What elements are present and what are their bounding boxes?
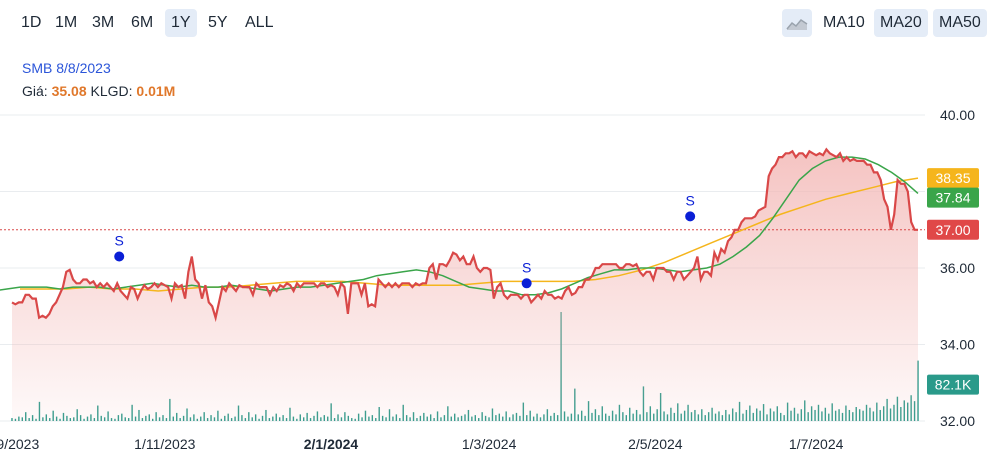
x-tick-label: 1/11/2023 xyxy=(134,436,195,452)
ma20-button[interactable]: MA20 xyxy=(874,9,928,37)
price-badge xyxy=(927,187,979,208)
ticker-date-label: SMB 8/8/2023 xyxy=(22,60,111,76)
ma50-button[interactable]: MA50 xyxy=(933,9,987,37)
range-6m-button[interactable]: 6M xyxy=(131,14,154,31)
price-info-line: Giá: 35.08 KLGD: 0.01M xyxy=(22,83,175,99)
volume-value: 0.01M xyxy=(136,83,176,99)
area-chart-toggle[interactable] xyxy=(782,9,812,37)
area-chart-icon xyxy=(786,19,808,30)
signal-marker xyxy=(114,251,125,262)
ma20-line xyxy=(0,156,919,296)
signal-marker xyxy=(521,278,532,289)
price-badge-label: 37.84 xyxy=(935,190,970,206)
x-tick-label: 1/3/2024 xyxy=(462,436,517,452)
signal-label: S xyxy=(115,233,124,249)
range-1d-button[interactable]: 1D xyxy=(21,14,42,31)
x-tick-label: 5/9/2023 xyxy=(0,436,39,452)
range-1m-button[interactable]: 1M xyxy=(55,14,78,31)
y-tick-label: 40.00 xyxy=(940,107,975,123)
x-tick-label: 1/7/2024 xyxy=(789,436,844,452)
signal-marker xyxy=(685,211,696,222)
price-badge-label: 82.1K xyxy=(935,377,972,393)
range-3m-button[interactable]: 3M xyxy=(92,14,115,31)
price-line xyxy=(11,147,918,323)
toolbar: 1D 1M 3M 6M 1Y 5Y ALL MA10 MA20 MA50 xyxy=(0,0,1000,46)
price-badge-label: 38.35 xyxy=(935,170,970,186)
y-tick-label: 34.00 xyxy=(940,337,975,353)
price-value: 35.08 xyxy=(51,83,87,99)
signal-label: S xyxy=(685,192,694,208)
x-tick-label: 2/5/2024 xyxy=(628,436,683,452)
x-tick-label: 2/1/2024 xyxy=(304,436,359,452)
price-badge xyxy=(927,168,979,189)
range-1y-button[interactable]: 1Y xyxy=(165,9,197,37)
price-badge xyxy=(927,374,979,395)
range-all-button[interactable]: ALL xyxy=(245,14,274,31)
signal-label: S xyxy=(522,259,531,275)
range-5y-button[interactable]: 5Y xyxy=(208,14,228,31)
price-badge xyxy=(927,219,979,240)
volume-label: KLGD: xyxy=(90,83,133,99)
y-tick-label: 32.00 xyxy=(940,413,975,429)
ma10-button[interactable]: MA10 xyxy=(823,14,865,31)
price-label: Giá: xyxy=(22,83,48,99)
y-tick-label: 36.00 xyxy=(940,260,975,276)
price-badge-label: 37.00 xyxy=(935,222,970,238)
